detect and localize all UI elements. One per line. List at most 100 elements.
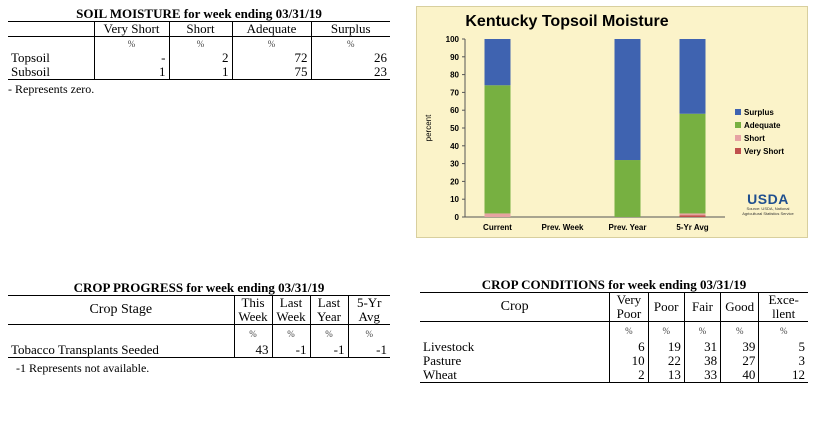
legend-swatch bbox=[735, 135, 741, 141]
bar-segment bbox=[484, 213, 511, 217]
y-tick-label: 60 bbox=[450, 106, 459, 115]
crop-conditions-table: Crop Very Poor Poor Fair Good Exce-llent … bbox=[420, 292, 808, 383]
soil-cell: 1 bbox=[168, 65, 232, 80]
soil-row-label: Topsoil bbox=[11, 50, 50, 65]
progress-header-stage: Crop Stage bbox=[89, 302, 153, 317]
soil-cell: 1 bbox=[93, 65, 169, 80]
soil-cell: 75 bbox=[231, 65, 311, 80]
conditions-cell: 13 bbox=[647, 368, 685, 383]
crop-progress-section: CROP PROGRESS for week ending 03/31/19 C… bbox=[8, 280, 390, 376]
soil-row-label: Subsoil bbox=[11, 64, 51, 79]
soil-cell: 26 bbox=[310, 51, 390, 65]
table-row: Pasture 10 22 38 27 3 bbox=[420, 354, 808, 368]
legend-label: Short bbox=[744, 134, 765, 143]
bar-segment bbox=[679, 215, 706, 217]
soil-header-very-short: Very Short bbox=[93, 21, 169, 37]
bar-segment bbox=[614, 160, 641, 217]
x-tick-label: 5-Yr Avg bbox=[676, 223, 708, 232]
conditions-unit: % bbox=[647, 321, 685, 340]
bar-segment bbox=[679, 113, 706, 214]
soil-header-adequate: Adequate bbox=[231, 21, 311, 37]
chart-title: Kentucky Topsoil Moisture bbox=[465, 13, 669, 30]
conditions-cell: 2 bbox=[609, 368, 649, 383]
soil-cell: - bbox=[93, 51, 169, 65]
soil-moisture-section: SOIL MOISTURE for week ending 03/31/19 V… bbox=[8, 6, 390, 97]
progress-unit: % bbox=[271, 324, 310, 343]
progress-header: Last Year bbox=[309, 295, 348, 325]
table-row: Wheat 2 13 33 40 12 bbox=[420, 368, 808, 383]
crop-conditions-title: CROP CONDITIONS for week ending 03/31/19 bbox=[481, 277, 747, 292]
legend-swatch bbox=[735, 148, 741, 154]
legend-label: Very Short bbox=[744, 147, 784, 156]
legend-swatch bbox=[735, 109, 741, 115]
table-row: Topsoil - 2 72 26 bbox=[8, 51, 390, 65]
conditions-header-crop: Crop bbox=[500, 299, 529, 314]
crop-conditions-section: CROP CONDITIONS for week ending 03/31/19… bbox=[420, 277, 808, 383]
usda-logo-text: USDA bbox=[747, 191, 789, 207]
table-row: Livestock 6 19 31 39 5 bbox=[420, 340, 808, 354]
conditions-unit: % bbox=[720, 321, 759, 340]
conditions-header: Fair bbox=[683, 292, 721, 322]
soil-cell: 23 bbox=[310, 65, 390, 80]
progress-unit: % bbox=[309, 324, 348, 343]
bar-segment bbox=[679, 39, 706, 114]
soil-cell: 72 bbox=[231, 51, 311, 65]
progress-header: Last Week bbox=[271, 295, 310, 325]
conditions-cell: 33 bbox=[683, 368, 721, 383]
progress-cell: -1 bbox=[309, 343, 348, 358]
progress-cell: -1 bbox=[271, 343, 310, 358]
soil-unit: % bbox=[310, 36, 390, 51]
y-tick-label: 10 bbox=[450, 195, 459, 204]
chart-svg: 0 10 20 30 40 50 60 70 80 90 100 percent Current Prev… bbox=[424, 35, 784, 232]
progress-note: -1 Represents not available. bbox=[16, 361, 150, 375]
conditions-row-label: Wheat bbox=[423, 367, 457, 382]
y-tick-label: 40 bbox=[450, 142, 459, 151]
conditions-row-label: Livestock bbox=[423, 339, 475, 354]
conditions-cell: 10 bbox=[609, 354, 649, 368]
legend-label: Adequate bbox=[744, 121, 781, 130]
soil-header-blank bbox=[8, 22, 94, 37]
conditions-unit: % bbox=[609, 321, 649, 340]
conditions-unit: % bbox=[683, 321, 721, 340]
soil-header-surplus: Surplus bbox=[310, 21, 390, 37]
y-tick-label: 20 bbox=[450, 177, 459, 186]
conditions-cell: 19 bbox=[647, 340, 685, 354]
conditions-cell: 31 bbox=[683, 340, 721, 354]
table-row: Subsoil 1 1 75 23 bbox=[8, 65, 390, 80]
progress-cell: -1 bbox=[347, 343, 390, 358]
progress-header: This Week bbox=[233, 295, 272, 325]
y-tick-label: 100 bbox=[446, 35, 460, 44]
progress-unit: % bbox=[233, 324, 272, 343]
progress-header: 5-Yr Avg bbox=[347, 295, 390, 325]
crop-progress-table: Crop Stage This Week Last Week Last Year 5-… bbox=[8, 295, 390, 358]
y-tick-label: 70 bbox=[450, 88, 459, 97]
y-tick-label: 80 bbox=[450, 71, 459, 80]
legend-swatch bbox=[735, 122, 741, 128]
conditions-cell: 3 bbox=[758, 354, 808, 368]
bar-segment bbox=[679, 213, 706, 216]
conditions-header: Very Poor bbox=[609, 292, 649, 322]
conditions-cell: 38 bbox=[683, 354, 721, 368]
y-tick-label: 0 bbox=[455, 213, 460, 222]
conditions-cell: 39 bbox=[720, 340, 759, 354]
conditions-cell: 40 bbox=[720, 368, 759, 383]
conditions-row-label: Pasture bbox=[423, 353, 462, 368]
soil-header-short: Short bbox=[168, 21, 232, 37]
usda-logo: USDA Source: USDA, National Agricultural… bbox=[737, 191, 799, 233]
x-tick-label: Prev. Year bbox=[609, 223, 647, 232]
progress-unit: % bbox=[347, 324, 390, 343]
conditions-cell: 27 bbox=[720, 354, 759, 368]
logo-source-text: Source: USDA, National Agricultural Stat… bbox=[742, 206, 794, 216]
bar-segment bbox=[484, 85, 511, 214]
soil-moisture-title: SOIL MOISTURE for week ending 03/31/19 bbox=[76, 6, 322, 21]
conditions-cell: 22 bbox=[647, 354, 685, 368]
conditions-unit: % bbox=[758, 321, 808, 340]
bar-segment bbox=[484, 39, 511, 86]
soil-moisture-table: Very Short Short Adequate Surplus % % % … bbox=[8, 21, 390, 80]
y-tick-label: 30 bbox=[450, 160, 459, 169]
soil-cell: 2 bbox=[168, 51, 232, 65]
y-tick-label: 90 bbox=[450, 53, 459, 62]
topsoil-moisture-chart: Kentucky Topsoil Moisture 0 10 20 30 40 50 60 7… bbox=[416, 6, 808, 238]
y-tick-label: 50 bbox=[450, 124, 459, 133]
crop-progress-title: CROP PROGRESS for week ending 03/31/19 bbox=[73, 280, 325, 295]
